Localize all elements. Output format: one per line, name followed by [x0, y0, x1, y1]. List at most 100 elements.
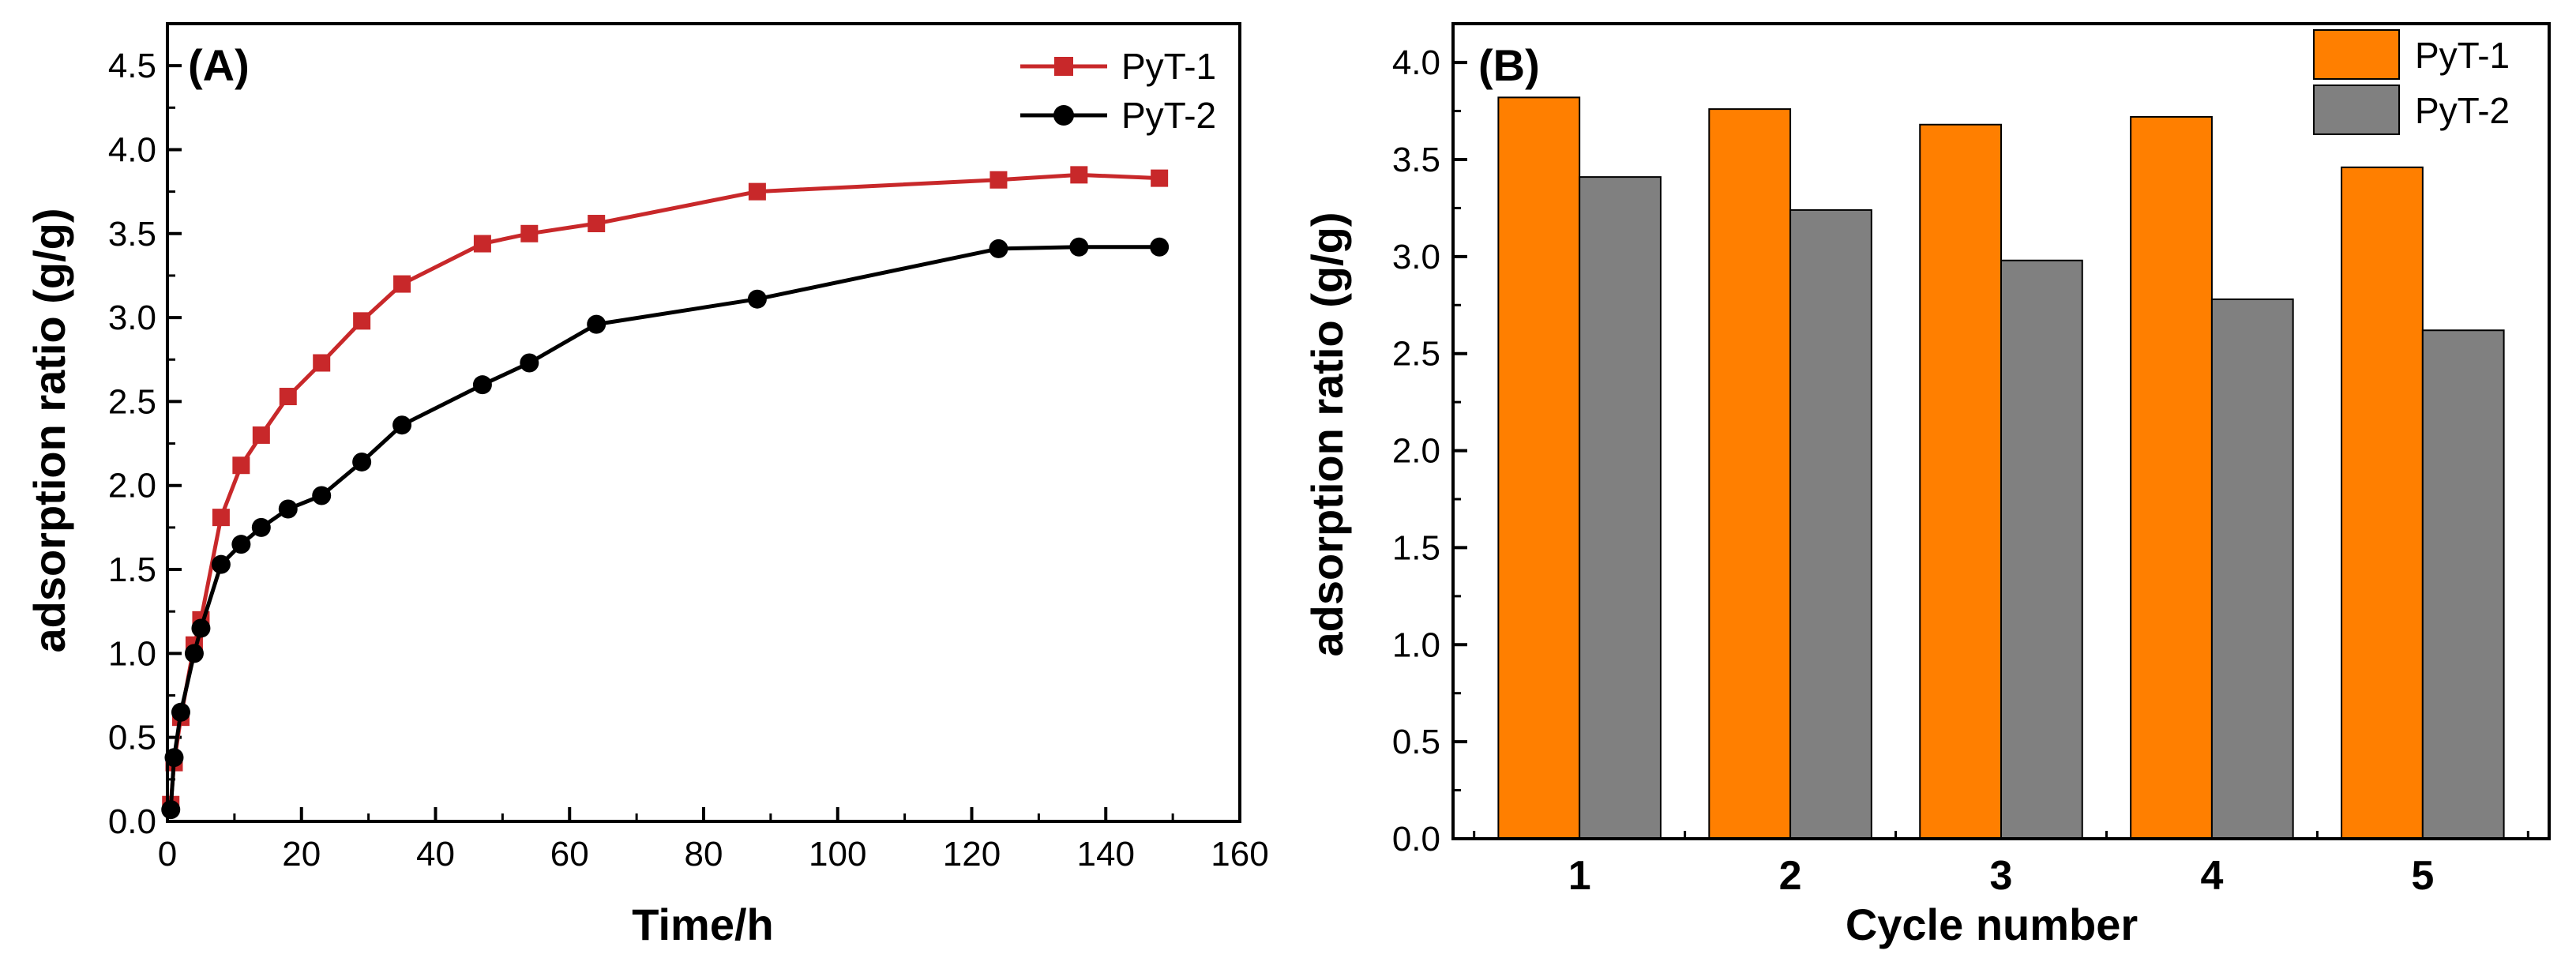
- y-tick-label: 0.0: [1392, 820, 1440, 858]
- legend-marker-pyt-2: [1053, 105, 1074, 126]
- panel-a-series: [161, 166, 1170, 820]
- x-tick-label: 140: [1077, 835, 1135, 873]
- data-point-pyt-1: [353, 312, 371, 330]
- data-point-pyt-2: [251, 517, 271, 537]
- panel-b-y-axis-title: adsorption ratio (g/g): [1302, 212, 1352, 656]
- y-tick-label: 3.0: [108, 299, 156, 337]
- bar-pyt-1-cycle-5: [2341, 166, 2424, 840]
- y-tick-label: 2.0: [1392, 432, 1440, 471]
- panel-b-plot-frame: [1451, 22, 2551, 840]
- panel-a-x-tick-labels: 0 20 40 60 80 100 120 140 160: [158, 835, 1269, 873]
- legend-swatch-pyt-2: [2313, 85, 2400, 135]
- data-point-pyt-2: [211, 554, 231, 574]
- data-point-pyt-2: [747, 289, 767, 309]
- x-tick-label: 60: [550, 835, 589, 873]
- x-tick-label: 40: [416, 835, 455, 873]
- bar-pyt-1-cycle-3: [1919, 123, 2002, 840]
- x-tick-label: 80: [685, 835, 723, 873]
- data-point-pyt-2: [231, 535, 251, 554]
- panel-a-y-tick-labels: 0.0 0.5 1.0 1.5 2.0 2.5 3.0 3.5 4.0 4.5: [108, 47, 156, 841]
- data-point-pyt-1: [1070, 166, 1088, 184]
- panel-b-bar-chart: 0.0 0.5 1.0 1.5 2.0 2.5 3.0 3.5 4.0 1 2 3 4 5 (B) Cy…: [1302, 22, 2551, 949]
- panel-a-legend: PyT-1 PyT-2: [1020, 46, 1216, 136]
- panel-a-line-chart: 0.0 0.5 1.0 1.5 2.0 2.5 3.0 3.5 4.0 4.5 0 20 40 60 80…: [24, 22, 1269, 949]
- y-tick-label: 0.5: [108, 719, 156, 757]
- panel-a-x-axis-title: Time/h: [632, 900, 773, 949]
- category-label: 4: [2200, 853, 2223, 899]
- data-point-pyt-2: [191, 618, 211, 638]
- y-tick-label: 2.5: [108, 382, 156, 421]
- legend-label-pyt-2: PyT-2: [1121, 95, 1216, 136]
- data-point-pyt-1: [393, 275, 411, 293]
- data-point-pyt-2: [312, 486, 332, 505]
- y-tick-label: 3.0: [1392, 238, 1440, 276]
- y-tick-label: 4.0: [108, 130, 156, 169]
- y-tick-label: 4.5: [108, 47, 156, 85]
- x-tick-label: 0: [158, 835, 177, 873]
- panel-b-legend: PyT-1 PyT-2: [2313, 29, 2510, 135]
- data-point-pyt-2: [989, 239, 1008, 258]
- legend-label-pyt-1: PyT-1: [1121, 46, 1216, 87]
- data-point-pyt-1: [520, 224, 539, 242]
- bar-pyt-1-cycle-1: [1497, 96, 1581, 840]
- data-point-pyt-1: [232, 456, 250, 475]
- data-point-pyt-2: [587, 314, 606, 334]
- x-tick-label: 120: [943, 835, 1001, 873]
- bar-pyt-2-cycle-3: [2000, 259, 2083, 840]
- bar-pyt-1-cycle-2: [1708, 108, 1792, 840]
- panel-b-bars: [1497, 96, 2505, 840]
- data-point-pyt-1: [588, 215, 606, 233]
- y-tick-label: 1.5: [108, 550, 156, 589]
- data-point-pyt-1: [473, 235, 491, 253]
- panel-b-category-labels: 1 2 3 4 5: [1568, 853, 2435, 899]
- bar-pyt-2-cycle-2: [1789, 209, 1872, 840]
- data-point-pyt-1: [989, 171, 1008, 189]
- legend-label-pyt-1: PyT-1: [2415, 35, 2510, 76]
- bar-pyt-2-cycle-4: [2210, 298, 2294, 840]
- data-point-pyt-2: [161, 800, 181, 820]
- legend-swatch-pyt-1: [2313, 29, 2400, 80]
- data-point-pyt-2: [472, 375, 492, 395]
- panel-b-label: (B): [1478, 40, 1540, 90]
- data-point-pyt-1: [279, 388, 297, 406]
- y-tick-label: 0.0: [108, 802, 156, 841]
- data-point-pyt-2: [1150, 237, 1170, 257]
- category-label: 3: [1990, 853, 2013, 899]
- x-tick-label: 160: [1211, 835, 1268, 873]
- x-tick-label: 100: [809, 835, 866, 873]
- y-tick-label: 3.5: [1392, 141, 1440, 179]
- bar-pyt-1-cycle-4: [2130, 115, 2213, 840]
- legend-label-pyt-2: PyT-2: [2415, 90, 2510, 131]
- data-point-pyt-2: [520, 353, 539, 373]
- data-point-pyt-2: [1069, 237, 1089, 257]
- y-tick-label: 4.0: [1392, 43, 1440, 82]
- data-point-pyt-2: [164, 748, 184, 768]
- data-point-pyt-1: [212, 509, 230, 527]
- data-point-pyt-2: [171, 702, 190, 722]
- y-tick-label: 3.5: [108, 215, 156, 254]
- data-point-pyt-2: [352, 452, 372, 471]
- data-point-pyt-1: [252, 426, 270, 444]
- y-tick-label: 1.5: [1392, 528, 1440, 567]
- y-tick-label: 2.5: [1392, 335, 1440, 374]
- panel-a-plot-frame: [166, 22, 1241, 823]
- category-label: 1: [1568, 853, 1591, 899]
- category-label: 2: [1779, 853, 1802, 899]
- data-point-pyt-1: [313, 354, 331, 372]
- y-tick-label: 1.0: [1392, 626, 1440, 664]
- panel-b-y-tick-labels: 0.0 0.5 1.0 1.5 2.0 2.5 3.0 3.5 4.0: [1392, 43, 1440, 858]
- category-label: 5: [2411, 853, 2434, 899]
- panel-b-x-axis-title: Cycle number: [1846, 900, 2138, 949]
- y-tick-label: 1.0: [108, 634, 156, 673]
- data-point-pyt-2: [392, 415, 412, 435]
- data-point-pyt-2: [184, 644, 204, 663]
- data-point-pyt-1: [748, 182, 766, 201]
- y-tick-label: 0.5: [1392, 723, 1440, 761]
- panel-a-y-axis-title: adsorption ratio (g/g): [24, 208, 74, 652]
- data-point-pyt-2: [278, 499, 298, 519]
- legend-marker-pyt-1: [1054, 57, 1073, 76]
- x-tick-label: 20: [282, 835, 321, 873]
- y-tick-label: 2.0: [108, 467, 156, 505]
- bar-pyt-2-cycle-1: [1579, 176, 1662, 840]
